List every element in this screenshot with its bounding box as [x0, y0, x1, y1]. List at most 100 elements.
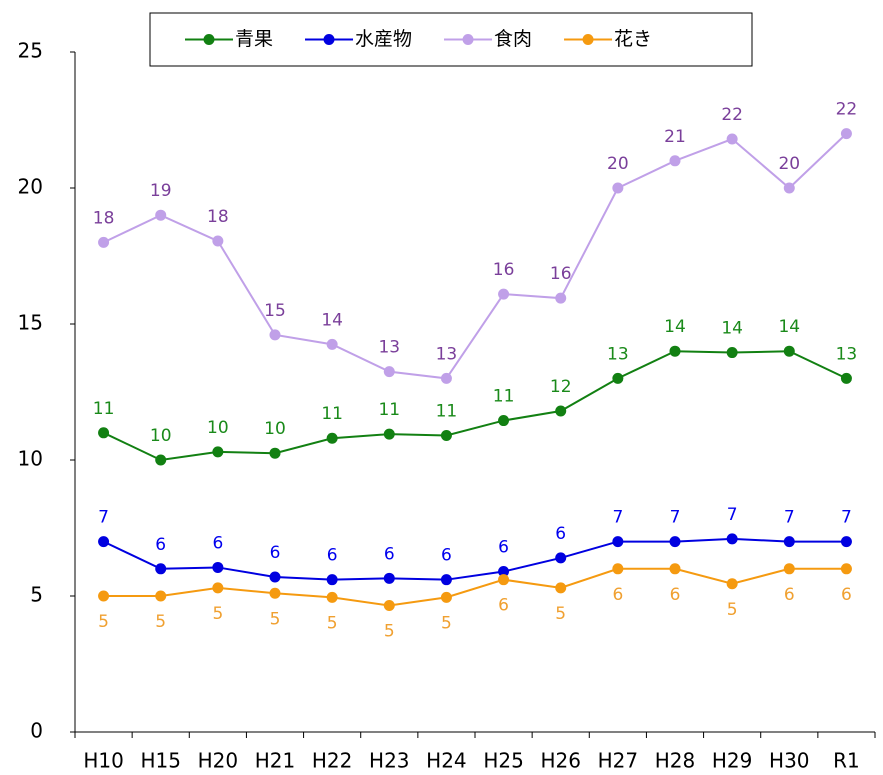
data-label: 18	[207, 207, 229, 227]
series-line	[103, 567, 847, 607]
data-point	[98, 590, 110, 602]
data-point	[840, 536, 852, 548]
data-point	[212, 446, 224, 458]
data-point	[269, 571, 281, 583]
legend: 青果 水産物 食肉 花き	[149, 12, 753, 67]
data-label: 19	[150, 181, 172, 201]
data-label: 16	[550, 264, 572, 284]
x-tick-label: H25	[483, 749, 524, 773]
data-point	[555, 582, 567, 594]
data-point	[669, 345, 681, 357]
data-point	[155, 590, 167, 602]
x-tick-label: H27	[598, 749, 639, 773]
x-tick-label: R1	[833, 749, 860, 773]
data-point	[155, 209, 167, 221]
data-label: 6	[841, 585, 852, 605]
data-point	[783, 563, 795, 575]
x-tick-label: H20	[198, 749, 239, 773]
data-label: 5	[270, 609, 281, 629]
x-tick-label: H15	[140, 749, 181, 773]
data-point	[612, 536, 624, 548]
y-tick-label: 20	[18, 175, 43, 199]
data-point	[555, 552, 567, 564]
data-label: 5	[727, 600, 738, 620]
y-tick-label: 0	[30, 719, 43, 743]
data-point	[269, 587, 281, 599]
data-point	[840, 128, 852, 140]
data-label: 10	[264, 419, 286, 439]
data-point	[326, 591, 338, 603]
data-label: 11	[493, 387, 515, 407]
series-line	[103, 350, 847, 462]
data-label: 5	[441, 613, 452, 633]
data-label: 13	[436, 344, 458, 364]
legend-label: 青果	[235, 28, 273, 50]
data-label: 20	[607, 154, 629, 174]
data-label: 5	[327, 613, 338, 633]
data-point	[440, 430, 452, 442]
data-point	[840, 372, 852, 384]
data-label: 11	[93, 399, 115, 419]
legend-marker	[462, 34, 474, 45]
data-point	[612, 372, 624, 384]
data-label: 5	[384, 622, 395, 642]
data-point	[98, 427, 110, 439]
data-label: 10	[207, 418, 229, 438]
data-point	[726, 347, 738, 359]
data-point	[669, 155, 681, 167]
data-point	[98, 536, 110, 548]
data-point	[212, 561, 224, 573]
data-label: 14	[664, 317, 686, 337]
data-point	[212, 235, 224, 247]
series-line	[103, 132, 848, 380]
x-tick-label: H29	[712, 749, 753, 773]
data-label: 14	[778, 317, 800, 337]
data-point	[326, 432, 338, 444]
data-label: 18	[93, 208, 115, 228]
data-point	[498, 574, 510, 586]
data-point	[783, 345, 795, 357]
data-point	[498, 566, 510, 578]
data-point	[326, 574, 338, 586]
x-tick-label: H23	[369, 749, 410, 773]
legend-label: 水産物	[355, 28, 412, 50]
data-label: 21	[664, 127, 686, 147]
data-label: 5	[555, 604, 566, 624]
data-label: 7	[612, 508, 623, 528]
data-label: 6	[670, 585, 681, 605]
data-label: 10	[150, 426, 172, 446]
data-label: 20	[778, 154, 800, 174]
data-label: 6	[270, 543, 281, 563]
data-label: 5	[98, 612, 109, 632]
data-label: 5	[212, 604, 223, 624]
data-point	[269, 329, 281, 341]
data-point	[383, 428, 395, 440]
data-label: 7	[670, 508, 681, 528]
data-label: 14	[321, 310, 343, 330]
series-line	[103, 537, 847, 581]
data-label: 22	[836, 100, 858, 120]
data-point	[783, 536, 795, 548]
data-label: 6	[441, 546, 452, 566]
x-tick-label: H21	[255, 749, 296, 773]
data-label: 13	[378, 338, 400, 358]
data-point	[383, 572, 395, 584]
data-label: 22	[721, 105, 743, 125]
data-point	[440, 372, 452, 384]
data-point	[383, 600, 395, 612]
data-point	[440, 574, 452, 586]
data-point	[783, 182, 795, 194]
data-point	[155, 454, 167, 466]
data-label: 13	[607, 344, 629, 364]
y-tick-label: 10	[18, 447, 43, 471]
data-label: 6	[384, 544, 395, 564]
legend-label: 食肉	[494, 28, 532, 50]
data-label: 13	[836, 344, 858, 364]
data-point	[212, 582, 224, 594]
data-label: 6	[498, 596, 509, 616]
legend-marker	[582, 34, 594, 45]
data-point	[326, 338, 338, 350]
data-label: 16	[493, 260, 515, 280]
data-point	[555, 292, 567, 304]
